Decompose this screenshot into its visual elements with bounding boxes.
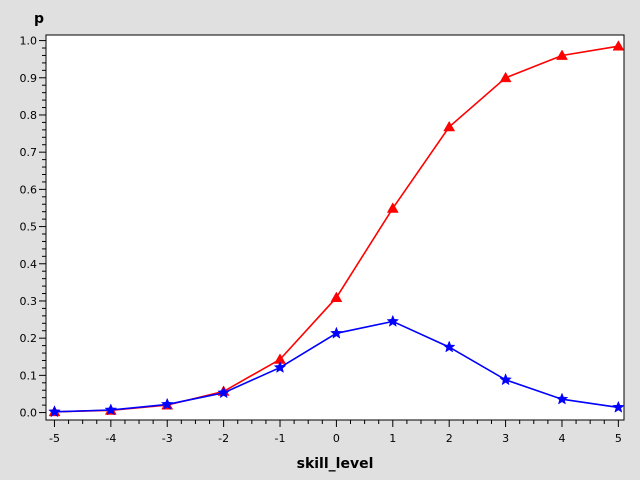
x-tick-label: -4 [105,432,116,445]
x-tick-label: 5 [615,432,622,445]
x-tick-label: 0 [333,432,340,445]
data-point-star [499,373,512,386]
y-tick-label: 0.3 [20,295,38,308]
y-tick-label: 0.4 [20,258,38,271]
series-2 [48,314,625,418]
x-tick-label: 3 [502,432,509,445]
data-point-triangle [556,49,568,60]
data-point-star [442,340,456,353]
data-point-star [386,314,400,327]
data-point-star [330,326,343,339]
data-point-star [217,386,230,399]
x-tick-label: -1 [275,432,286,445]
y-tick-label: 0.7 [20,146,38,159]
y-tick-label: 0.9 [20,72,38,85]
y-tick-label: 0.6 [20,183,38,196]
data-point-star [48,405,61,418]
plot-area [45,34,625,421]
data-point-star [555,392,569,405]
data-point-star [273,360,287,373]
y-tick-label: 0.1 [20,369,38,382]
x-tick-label: -2 [218,432,229,445]
y-tick-label: 0.2 [20,332,38,345]
y-tick-label: 0.0 [20,407,38,420]
data-point-star [160,397,174,410]
y-tick-label: 0.8 [20,109,38,122]
data-point-triangle [612,40,625,51]
x-tick-label: 2 [446,432,453,445]
x-tick-label: 1 [389,432,396,445]
x-tick-label: -5 [49,432,60,445]
x-axis-title: skill_level [297,456,374,472]
data-point-star [612,400,625,413]
x-tick-label: 4 [558,432,565,445]
data-point-triangle [499,71,512,83]
data-point-triangle [330,291,343,302]
data-point-triangle [386,202,399,213]
y-tick-label: 1.0 [20,35,38,48]
y-tick-label: 0.5 [20,221,38,234]
data-point-triangle [443,120,456,132]
y-axis-title: p [34,11,44,27]
x-tick-label: -3 [162,432,173,445]
data-point-star [104,403,118,416]
